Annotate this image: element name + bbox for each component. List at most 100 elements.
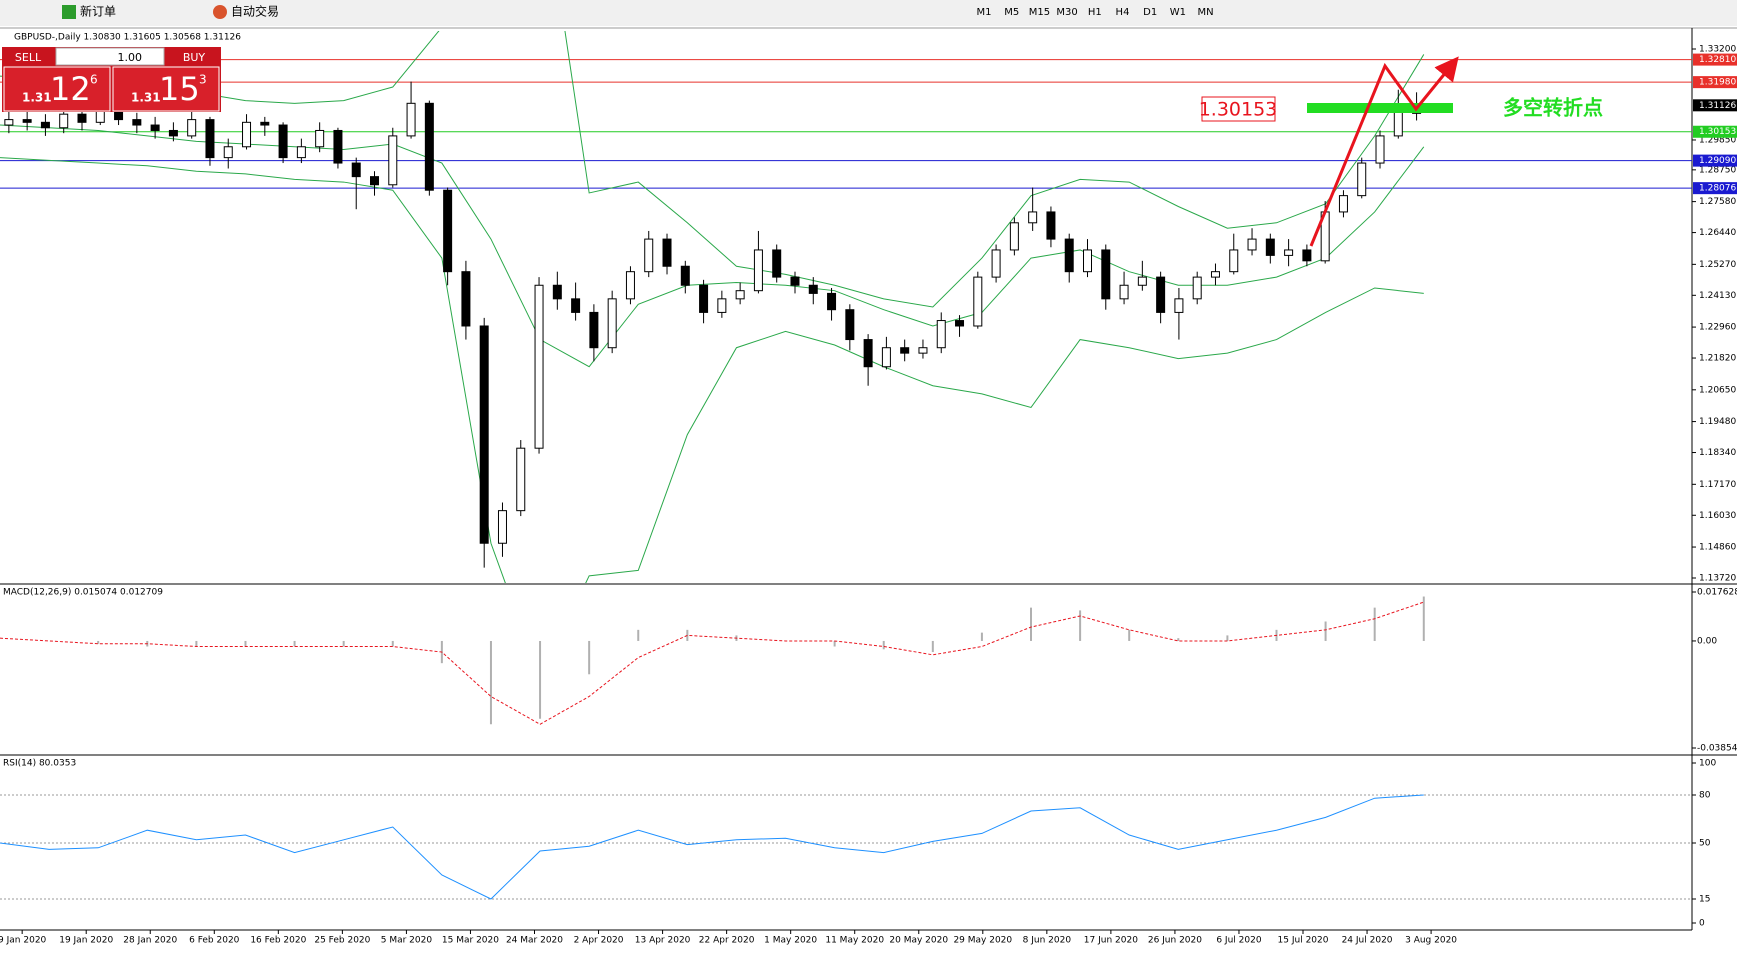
candle-body [406, 102, 416, 137]
candle-body [625, 271, 635, 300]
timeframe-button[interactable]: D1 [1143, 7, 1157, 18]
candle-body [900, 347, 910, 354]
x-tick-label: 16 Feb 2020 [250, 936, 306, 946]
candle-body [1064, 238, 1074, 273]
level-label: 1.32810 [1699, 55, 1736, 65]
candle-body [534, 284, 544, 449]
x-tick-label: 1 May 2020 [764, 936, 817, 946]
x-tick-label: 26 Jun 2020 [1148, 936, 1202, 946]
candle-body [168, 129, 178, 137]
candle-body [955, 320, 965, 327]
auto-trade-icon[interactable] [213, 5, 227, 19]
x-tick-label: 19 Jan 2020 [59, 936, 113, 946]
y-tick-label: 1.24130 [1699, 291, 1736, 301]
new-order-icon[interactable] [62, 5, 76, 19]
candle-body [1229, 249, 1239, 273]
lot-value[interactable]: 1.00 [118, 51, 143, 64]
lot-input[interactable] [55, 47, 165, 66]
level-box [1201, 96, 1276, 122]
level-box-label: 1.30153 [1199, 99, 1278, 121]
candle-body [388, 135, 398, 186]
candle-body [77, 113, 87, 123]
x-tick-label: 25 Feb 2020 [314, 936, 370, 946]
timeframe-button[interactable]: M5 [1004, 7, 1019, 18]
timeframe-button[interactable]: M30 [1056, 7, 1077, 18]
buy-label[interactable]: BUY [183, 51, 206, 64]
level-label: 1.28076 [1699, 184, 1736, 194]
timeframe-button[interactable]: M15 [1029, 7, 1050, 18]
candle-body [479, 325, 489, 544]
candle-body [571, 298, 581, 313]
candle-body [1265, 238, 1275, 256]
buy-prefix: 1.31 [131, 91, 161, 105]
timeframe-button[interactable]: H1 [1088, 7, 1102, 18]
buy-big: 15 [159, 70, 200, 108]
trade-panel: SELL 1.00 BUY 1.31 12 6 1.31 15 3 [2, 47, 221, 112]
x-tick-label: 17 Jun 2020 [1084, 936, 1138, 946]
candle-body [644, 238, 654, 273]
candle-body [845, 309, 855, 341]
candle-body [790, 276, 800, 286]
level-tag [1693, 76, 1737, 89]
y-tick-label: 0 [1699, 919, 1705, 929]
annotation: 多空转折点 [1503, 96, 1603, 120]
level-label: 1.31980 [1699, 78, 1736, 88]
toolbar-button[interactable]: 自动交易 [231, 4, 279, 19]
candle-body [808, 284, 818, 294]
sell-label[interactable]: SELL [15, 51, 42, 64]
x-tick-label: 22 Apr 2020 [699, 936, 755, 946]
candle-body [1119, 284, 1129, 300]
y-tick-label: 0.017628 [1697, 588, 1737, 598]
candle-body [40, 121, 50, 129]
timeframe-button[interactable]: W1 [1170, 7, 1186, 18]
y-tick-label: 1.28750 [1699, 165, 1736, 175]
trend-arrows [1309, 56, 1459, 247]
sell-button[interactable] [2, 47, 54, 65]
y-tick-label: 15 [1699, 895, 1710, 905]
y-tick-label: 1.33200 [1699, 45, 1736, 55]
candle-body [132, 119, 142, 126]
x-tick-label: 6 Feb 2020 [189, 936, 240, 946]
y-tick-label: 1.29850 [1699, 135, 1736, 145]
candle-body [1009, 222, 1019, 251]
candle-body [1174, 298, 1184, 313]
candle-body [680, 265, 690, 286]
y-tick-label: 50 [1699, 839, 1711, 849]
timeframe-button[interactable]: H4 [1116, 7, 1130, 18]
y-tick-label: 1.22960 [1699, 323, 1736, 333]
candle-body [607, 298, 617, 349]
candle-body [516, 447, 526, 512]
candle-body [370, 176, 380, 186]
y-tick-label: 1.26440 [1699, 228, 1736, 238]
x-tick-label: 8 Jun 2020 [1023, 936, 1072, 946]
candle-body [205, 119, 215, 159]
candle-body [1083, 249, 1093, 273]
buy-price-button[interactable] [112, 66, 220, 112]
y-tick-label: 1.13720 [1699, 574, 1736, 584]
candle-body [1375, 135, 1385, 164]
x-tick-label: 2 Apr 2020 [574, 936, 624, 946]
y-tick-label: 1.21820 [1699, 354, 1736, 364]
toolbar-button[interactable]: 新订单 [80, 4, 116, 19]
candle-body [296, 146, 306, 159]
level-tag [1693, 182, 1737, 195]
x-tick-label: 13 Apr 2020 [635, 936, 691, 946]
axes: 1.33200 1.29850 1.28750 1.27580 1.26440 1.252… [0, 45, 1737, 946]
sell-prefix: 1.31 [22, 91, 52, 105]
candle-body [223, 146, 233, 159]
candle-body [497, 510, 507, 544]
candle-body [242, 121, 252, 148]
candle-body [22, 119, 32, 123]
timeframe-button[interactable]: MN [1198, 7, 1214, 18]
buy-sup: 3 [199, 73, 207, 87]
candle-body [1338, 195, 1348, 213]
sell-big: 12 [50, 70, 91, 108]
candle-body [881, 347, 891, 368]
candle-body [4, 119, 14, 126]
sell-price-button[interactable] [3, 66, 111, 112]
candle-body [936, 320, 946, 349]
timeframe-button[interactable]: M1 [977, 7, 992, 18]
y-tick-label: 100 [1699, 759, 1716, 769]
